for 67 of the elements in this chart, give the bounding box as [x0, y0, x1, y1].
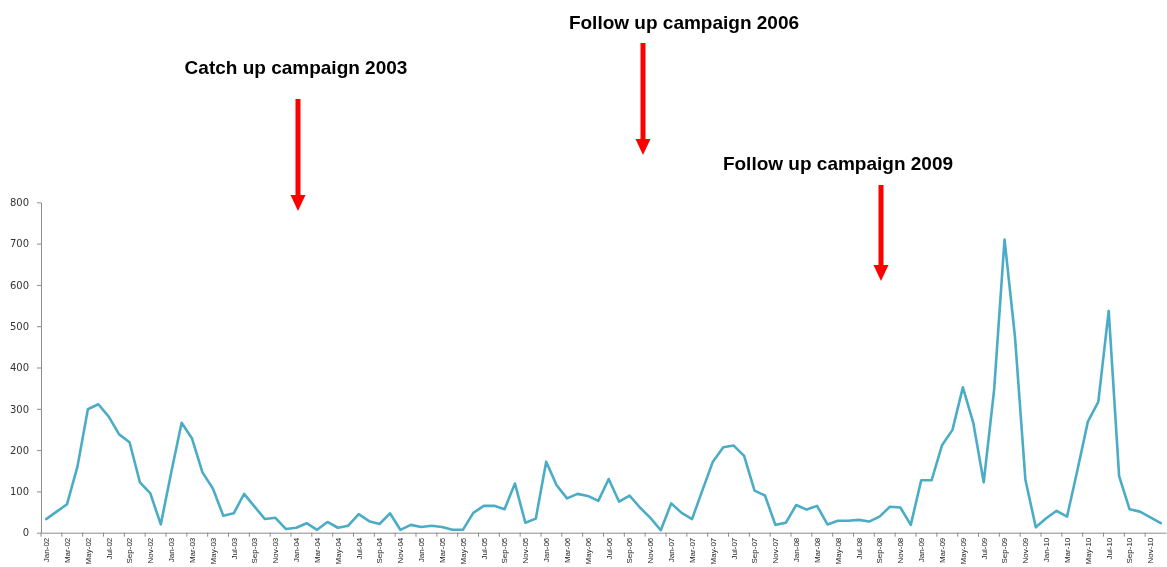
x-tick-label: Jan-03 — [167, 537, 177, 563]
x-tick-label: Jan-04 — [292, 537, 302, 563]
x-tick-label: Jul-07 — [729, 537, 739, 560]
x-tick-label: Jan-05 — [417, 537, 427, 563]
x-tick-label: Mar-09 — [937, 537, 947, 564]
y-tick-label: 800 — [9, 197, 29, 208]
x-tick-label: Sep-03 — [250, 537, 260, 564]
x-tick-label: Jul-08 — [854, 537, 864, 560]
x-tick-label: Sep-07 — [750, 537, 760, 564]
x-tick-label: Sep-06 — [625, 537, 635, 564]
x-tick-label: Nov-10 — [1146, 537, 1156, 564]
y-tick-label: 500 — [9, 320, 29, 332]
x-tick-label: May-02 — [83, 537, 93, 565]
x-tick-label: May-09 — [958, 537, 968, 565]
x-tick-label: Nov-06 — [646, 537, 656, 564]
x-tick-label: May-10 — [1083, 537, 1093, 565]
y-tick-label: 600 — [9, 279, 29, 291]
line-series — [44, 238, 1163, 532]
x-tick-label: Jan-08 — [792, 537, 802, 563]
x-tick-label: Mar-07 — [687, 537, 697, 564]
x-tick-label: Nov-03 — [271, 537, 281, 564]
x-tick-label: May-08 — [833, 537, 843, 565]
y-tick-label: 200 — [9, 444, 29, 456]
x-tick-label: Sep-05 — [500, 537, 510, 564]
x-tick-label: Mar-03 — [187, 537, 197, 564]
x-tick-label: Nov-09 — [1021, 537, 1031, 564]
text: Follow up campaign 2009 — [722, 153, 954, 174]
x-tick-label: Nov-07 — [771, 537, 781, 564]
x-tick-label: May-07 — [708, 537, 718, 565]
text: Catch up campaign 2003 — [184, 57, 408, 78]
x-tick-label: Jan-06 — [542, 537, 552, 563]
x-tick-label: Jul-05 — [479, 537, 489, 560]
x-tick-label: Jul-06 — [604, 537, 614, 560]
x-tick-label: Nov-02 — [146, 537, 156, 564]
y-tick-label: 100 — [9, 486, 29, 498]
x-tick-label: Jul-02 — [104, 537, 114, 560]
y-tick-label: 300 — [9, 403, 29, 415]
x-tick-label: Sep-10 — [1125, 537, 1135, 564]
x-tick-label: May-04 — [333, 537, 343, 565]
y-tick-label: 0 — [22, 527, 29, 539]
x-tick-label: Jan-02 — [42, 537, 52, 563]
x-tick-label: Sep-04 — [375, 537, 385, 564]
x-tick-label: Jan-09 — [917, 537, 927, 563]
x-tick-label: Jan-10 — [1042, 537, 1052, 563]
x-tick-label: Jul-04 — [354, 537, 364, 560]
text: Follow up campaign 2006 — [568, 12, 800, 33]
x-tick-label: Sep-02 — [125, 537, 135, 564]
x-tick-label: May-05 — [458, 537, 468, 565]
x-tick-label: Sep-08 — [875, 537, 885, 564]
x-tick-label: Mar-04 — [312, 537, 322, 564]
x-tick-label: Nov-04 — [396, 537, 406, 564]
x-tick-label: Jan-07 — [667, 537, 677, 563]
x-tick-label: Mar-02 — [62, 537, 72, 564]
x-tick-label: Mar-05 — [437, 537, 447, 564]
x-tick-label: Jul-03 — [229, 537, 239, 560]
x-tick-label: Nov-05 — [521, 537, 531, 564]
x-tick-label: Sep-09 — [1000, 537, 1010, 564]
x-tick-label: Jul-09 — [979, 537, 989, 560]
x-tick-label: Mar-08 — [812, 537, 822, 564]
y-tick-label: 400 — [9, 362, 29, 374]
x-tick-label: Nov-08 — [896, 537, 906, 564]
x-tick-label: May-06 — [583, 537, 593, 565]
x-tick-label: Mar-06 — [562, 537, 572, 564]
y-tick-label: 700 — [9, 238, 29, 250]
x-tick-label: May-03 — [208, 537, 218, 565]
x-tick-label: Jul-10 — [1104, 537, 1114, 560]
x-tick-label: Mar-10 — [1062, 537, 1072, 564]
